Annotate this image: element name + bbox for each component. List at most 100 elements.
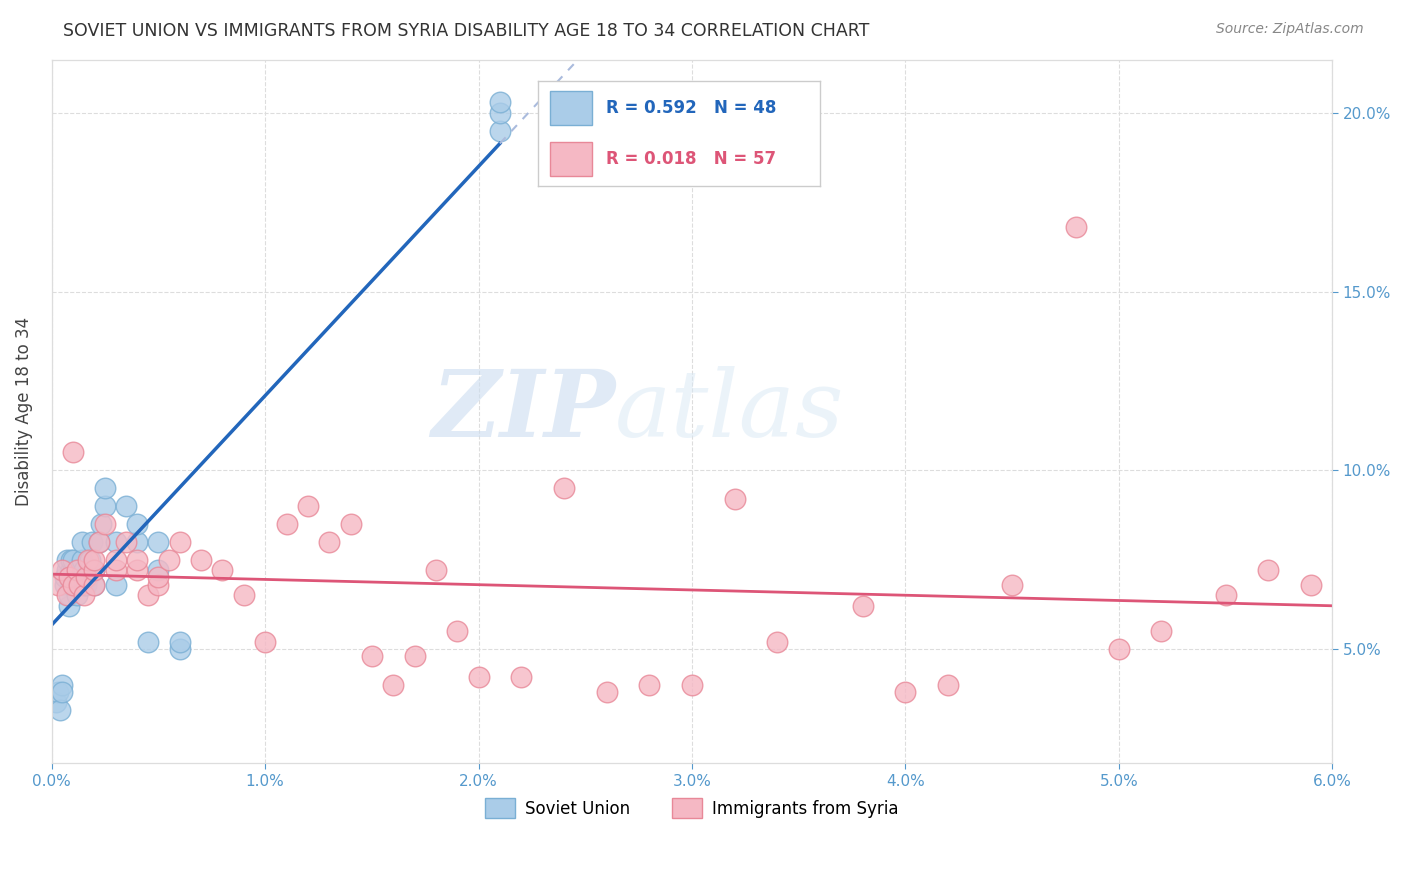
Point: [55, 552, 77, 566]
Point: [73, 577, 96, 591]
Point: [83, 577, 105, 591]
Point: [51, 563, 73, 577]
Point: [339, 516, 361, 531]
Point: [894, 684, 917, 698]
Point: [70, 552, 93, 566]
Point: [69, 570, 91, 584]
Point: [127, 534, 149, 549]
Point: [46, 684, 69, 698]
Point: [127, 552, 149, 566]
Point: [51, 677, 73, 691]
Point: [232, 588, 254, 602]
Text: atlas: atlas: [616, 367, 845, 457]
Point: [148, 577, 170, 591]
Point: [169, 641, 191, 656]
Point: [82, 534, 104, 549]
Point: [595, 684, 617, 698]
Point: [90, 516, 112, 531]
Point: [83, 552, 105, 566]
Point: [87, 534, 110, 549]
Point: [55, 563, 77, 577]
Point: [467, 670, 489, 684]
Point: [382, 677, 405, 691]
Point: [489, 95, 512, 110]
Point: [87, 534, 110, 549]
Point: [59, 563, 82, 577]
Point: [360, 648, 382, 663]
Point: [62, 445, 84, 459]
Legend: Soviet Union, Immigrants from Syria: Soviet Union, Immigrants from Syria: [478, 791, 905, 825]
Text: ZIP: ZIP: [430, 367, 616, 457]
Point: [75, 577, 97, 591]
Y-axis label: Disability Age 18 to 34: Disability Age 18 to 34: [15, 317, 32, 506]
Point: [66, 577, 89, 591]
Point: [190, 552, 212, 566]
Point: [83, 577, 105, 591]
Point: [46, 577, 69, 591]
Point: [83, 563, 105, 577]
Point: [75, 570, 97, 584]
Point: [446, 624, 468, 638]
Point: [169, 534, 191, 549]
Point: [276, 516, 298, 531]
Point: [1064, 220, 1087, 235]
Point: [115, 534, 138, 549]
Point: [66, 588, 89, 602]
Point: [681, 677, 703, 691]
Point: [77, 570, 100, 584]
Point: [62, 563, 84, 577]
Point: [77, 552, 100, 566]
Point: [104, 552, 127, 566]
Point: [1257, 563, 1279, 577]
Point: [1108, 641, 1130, 656]
Point: [136, 634, 159, 648]
Point: [62, 577, 84, 591]
Point: [1215, 588, 1237, 602]
Point: [852, 599, 875, 613]
Point: [127, 563, 149, 577]
Point: [318, 534, 340, 549]
Point: [104, 534, 127, 549]
Point: [94, 499, 117, 513]
Point: [49, 702, 72, 716]
Point: [157, 552, 180, 566]
Point: [254, 634, 277, 648]
Point: [58, 588, 80, 602]
Point: [94, 516, 117, 531]
Point: [638, 677, 661, 691]
Point: [94, 481, 117, 495]
Point: [169, 634, 191, 648]
Point: [70, 534, 93, 549]
Point: [59, 552, 82, 566]
Point: [62, 570, 84, 584]
Point: [211, 563, 233, 577]
Text: SOVIET UNION VS IMMIGRANTS FROM SYRIA DISABILITY AGE 18 TO 34 CORRELATION CHART: SOVIET UNION VS IMMIGRANTS FROM SYRIA DI…: [63, 22, 870, 40]
Point: [148, 534, 170, 549]
Point: [127, 516, 149, 531]
Point: [724, 491, 747, 506]
Point: [136, 588, 159, 602]
Point: [66, 563, 89, 577]
Text: Source: ZipAtlas.com: Source: ZipAtlas.com: [1216, 22, 1364, 37]
Point: [115, 499, 138, 513]
Point: [58, 599, 80, 613]
Point: [148, 570, 170, 584]
Point: [104, 563, 127, 577]
Point: [62, 577, 84, 591]
Point: [404, 648, 426, 663]
Point: [79, 552, 101, 566]
Point: [1299, 577, 1322, 591]
Point: [83, 563, 105, 577]
Point: [69, 577, 91, 591]
Point: [553, 481, 575, 495]
Point: [489, 124, 512, 138]
Point: [148, 563, 170, 577]
Point: [73, 588, 96, 602]
Point: [62, 552, 84, 566]
Point: [510, 670, 533, 684]
Point: [425, 563, 447, 577]
Point: [104, 577, 127, 591]
Point: [73, 563, 96, 577]
Point: [55, 588, 77, 602]
Point: [1150, 624, 1173, 638]
